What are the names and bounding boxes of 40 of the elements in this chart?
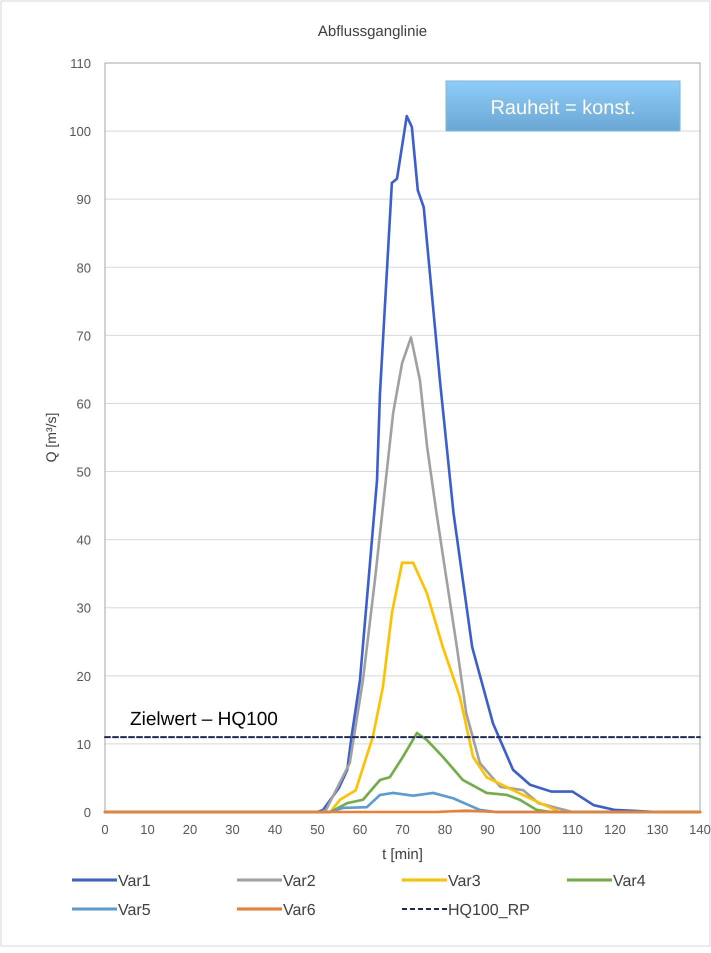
- y-tick-label: 80: [76, 260, 91, 276]
- y-tick-label: 30: [76, 600, 91, 616]
- y-tick-label: 20: [76, 668, 91, 684]
- x-tick-label: 120: [604, 822, 626, 837]
- y-tick-label: 10: [76, 736, 91, 752]
- y-tick-label: 50: [76, 464, 91, 480]
- y-axis-title: Q [m³/s]: [43, 412, 59, 462]
- annotation: Rauheit = konst.: [490, 97, 636, 119]
- y-tick-label: 60: [76, 396, 91, 412]
- x-tick-label: 90: [480, 822, 495, 837]
- x-tick-label: 70: [395, 822, 410, 837]
- x-tick-label: 80: [438, 822, 452, 837]
- y-tick-label: 40: [76, 532, 91, 548]
- x-tick-label: 20: [182, 822, 198, 837]
- annotation: Zielwert – HQ100: [130, 709, 278, 730]
- legend-label: Var2: [283, 873, 316, 890]
- x-tick-label: 0: [101, 822, 109, 837]
- legend-label: Var1: [118, 873, 151, 890]
- legend-label: Var4: [613, 873, 646, 890]
- x-axis-title: t [min]: [382, 846, 423, 863]
- legend-label: Var3: [448, 873, 481, 890]
- x-tick-label: 10: [140, 822, 155, 837]
- y-tick-label: 0: [84, 805, 91, 820]
- y-tick-label: 70: [76, 328, 91, 344]
- x-tick-label: 140: [689, 822, 711, 837]
- legend-label: Var6: [283, 902, 316, 919]
- x-tick-label: 100: [519, 822, 541, 837]
- x-tick-label: 60: [352, 822, 368, 837]
- x-tick-label: 30: [225, 822, 240, 837]
- x-tick-label: 40: [268, 822, 282, 837]
- y-tick-label: 100: [69, 124, 91, 140]
- y-tick-label: 90: [76, 192, 91, 208]
- legend-label: HQ100_RP: [448, 902, 530, 919]
- note-box: Rauheit = konst.: [446, 80, 680, 132]
- y-tick-label: 110: [70, 56, 91, 71]
- legend-label: Var5: [118, 902, 151, 919]
- chart-title: Abflussganglinie: [318, 23, 428, 40]
- x-tick-label: 50: [310, 822, 325, 837]
- x-tick-label: 110: [562, 822, 583, 837]
- x-tick-label: 130: [646, 822, 668, 837]
